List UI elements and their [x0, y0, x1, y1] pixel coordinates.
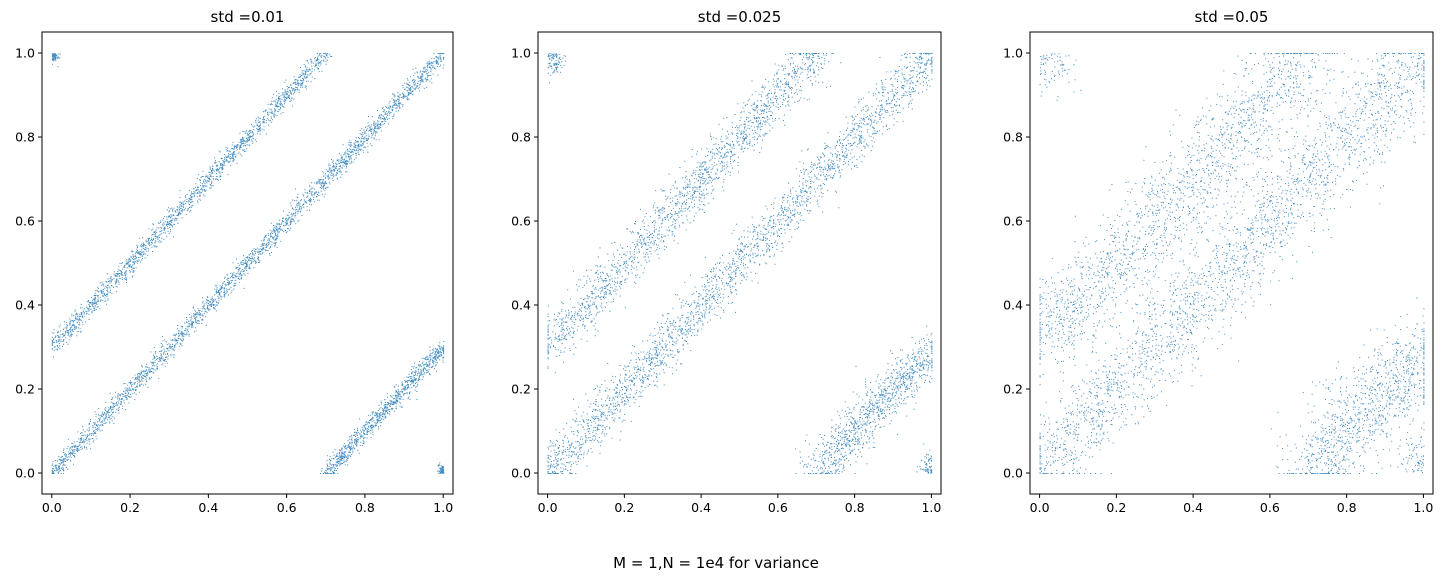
x-tick-label: 1.0	[1413, 500, 1433, 515]
subplot-2: std =0.025 0.0 0.2 0.4 0.6 0.8 1.0 0.0 0.2 0.4 0.6…	[511, 8, 942, 515]
y-tick-label: 0.4	[511, 298, 531, 313]
y-tick-label: 1.0	[511, 46, 531, 61]
y-tick-label: 0.4	[1003, 298, 1023, 313]
y-tick-label: 1.0	[1003, 46, 1023, 61]
y-tick-label: 0.8	[15, 130, 35, 145]
subplot-1: std =0.01 0.0 0.2 0.4 0.6 0.8 1.0 0.0 0.2 0.4 0.6 0…	[15, 8, 454, 515]
x-tick-label: 0.8	[1337, 500, 1357, 515]
scatter-markers	[51, 53, 445, 474]
scatter-points	[547, 53, 933, 474]
x-tick-label: 0.6	[768, 500, 788, 515]
y-tick-label: 0.8	[511, 130, 531, 145]
axes-frame	[41, 31, 454, 495]
y-tick-label: 0.2	[511, 382, 531, 397]
x-tick-label: 0.4	[1183, 500, 1203, 515]
y-tick-label: 0.2	[15, 382, 35, 397]
y-tick-label: 0.6	[15, 214, 35, 229]
y-tick-label: 1.0	[15, 46, 35, 61]
subplot-title: std =0.05	[1195, 8, 1269, 26]
y-tick-label: 0.8	[1003, 130, 1023, 145]
x-tick-label: 0.2	[614, 500, 634, 515]
x-tick-label: 0.0	[42, 500, 62, 515]
y-tick-label: 0.2	[1003, 382, 1023, 397]
scatter-markers	[1039, 53, 1425, 474]
x-tick-label: 0.8	[355, 500, 375, 515]
axes-frame	[1029, 31, 1434, 495]
x-tick-label: 0.2	[120, 500, 140, 515]
subplot-3: std =0.05 0.0 0.2 0.4 0.6 0.8 1.0 0.0 0.2 0.4 0.6 0…	[1003, 8, 1434, 515]
subplot-title: std =0.025	[698, 8, 782, 26]
scatter-points	[1039, 53, 1425, 474]
figure-suptitle: M = 1,N = 1e4 for variance	[613, 554, 819, 572]
x-tick-label: 1.0	[921, 500, 941, 515]
x-tick-label: 0.2	[1106, 500, 1126, 515]
x-tick-label: 0.8	[845, 500, 865, 515]
y-tick-label: 0.6	[1003, 214, 1023, 229]
scatter-markers	[547, 53, 933, 474]
x-tick-label: 0.0	[1030, 500, 1050, 515]
y-tick-label: 0.0	[15, 466, 35, 481]
x-tick-label: 0.6	[1260, 500, 1280, 515]
y-tick-label: 0.0	[511, 466, 531, 481]
x-tick-label: 0.4	[198, 500, 218, 515]
y-tick-label: 0.4	[15, 298, 35, 313]
x-tick-label: 1.0	[433, 500, 453, 515]
subplot-title: std =0.01	[211, 8, 285, 26]
y-tick-label: 0.6	[511, 214, 531, 229]
x-tick-label: 0.4	[691, 500, 711, 515]
x-tick-label: 0.0	[538, 500, 558, 515]
scatter-points	[51, 53, 445, 474]
axes-frame	[537, 31, 942, 495]
y-tick-label: 0.0	[1003, 466, 1023, 481]
x-tick-label: 0.6	[277, 500, 297, 515]
